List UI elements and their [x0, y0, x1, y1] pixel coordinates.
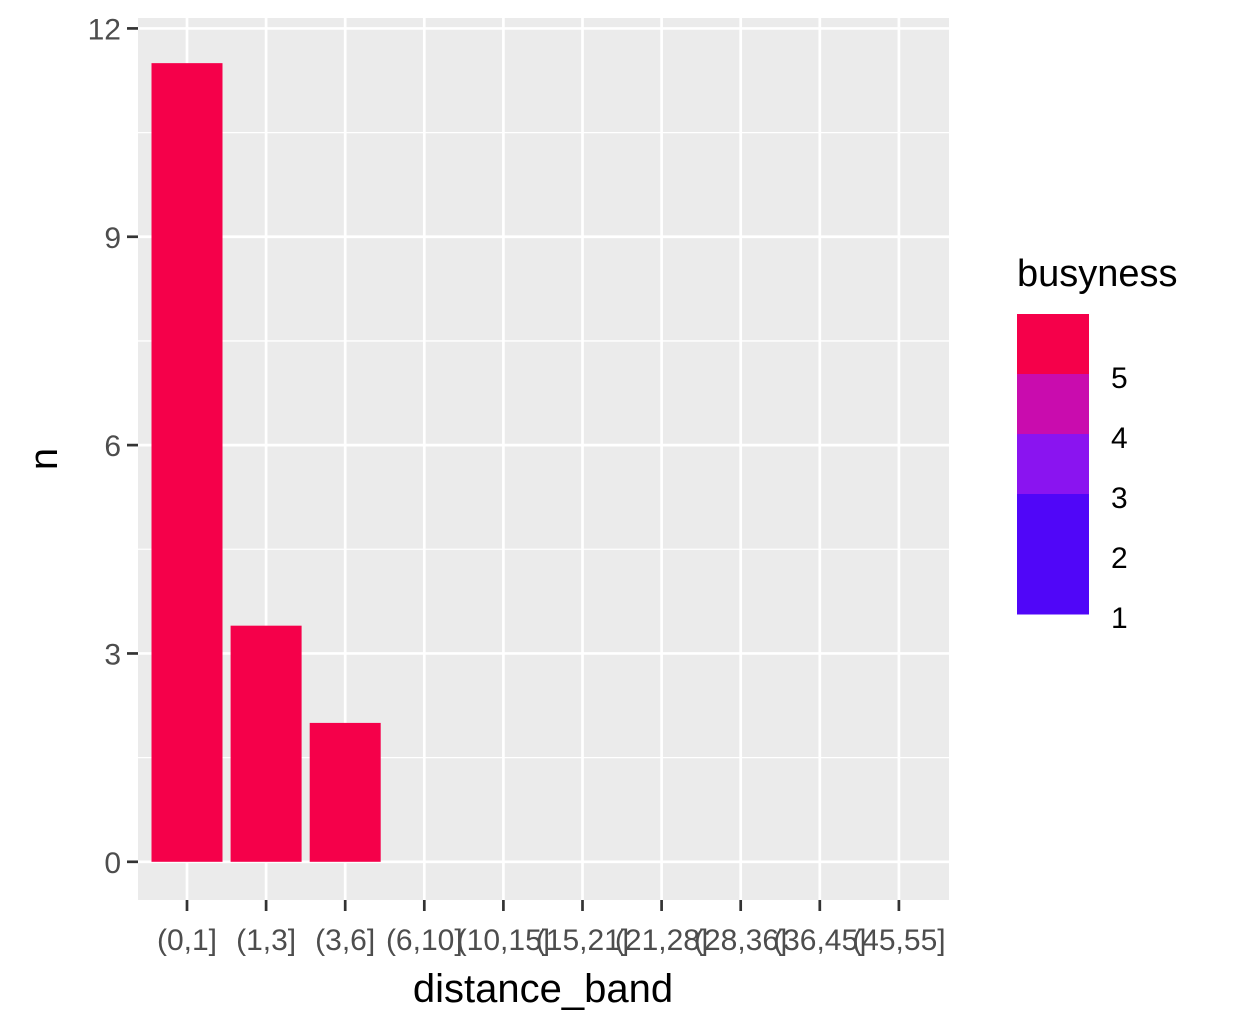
- x-tick-label: (21,28]: [615, 924, 708, 957]
- legend-label: 3: [1111, 482, 1128, 515]
- legend-label: 1: [1111, 602, 1128, 635]
- x-tick-label: (6,10]: [386, 924, 463, 957]
- legend-title: busyness: [1017, 253, 1178, 295]
- legend-labels: 5 4 3 2 1: [1111, 362, 1128, 635]
- y-tick-label: 6: [104, 430, 121, 463]
- x-tick-label: (45,55]: [852, 924, 945, 957]
- legend-color-segment: [1017, 554, 1089, 615]
- legend: busyness 5 4 3 2 1: [1017, 253, 1178, 635]
- legend-colorbar: [1017, 314, 1089, 615]
- y-tick-label: 12: [88, 13, 121, 46]
- bar: [151, 63, 223, 862]
- y-axis-title: n: [22, 448, 66, 470]
- x-tick-label: (10,15]: [457, 924, 550, 957]
- legend-color-segment: [1017, 434, 1089, 495]
- y-axis: 0 3 6 9 12: [88, 13, 138, 880]
- legend-label: 4: [1111, 422, 1128, 455]
- bar: [309, 722, 381, 862]
- y-tick-label: 3: [104, 638, 121, 671]
- legend-color-segment: [1017, 314, 1089, 375]
- x-tick-label: (0,1]: [157, 924, 217, 957]
- x-tick-label: (15,21]: [536, 924, 629, 957]
- y-tick-label: 9: [104, 222, 121, 255]
- legend-color-segment: [1017, 494, 1089, 555]
- x-tick-label: (36,45]: [773, 924, 866, 957]
- x-axis-title: distance_band: [413, 967, 673, 1011]
- bar: [230, 625, 302, 862]
- legend-label: 2: [1111, 542, 1128, 575]
- legend-label: 5: [1111, 362, 1128, 395]
- legend-color-segment: [1017, 374, 1089, 435]
- x-tick-label: (1,3]: [236, 924, 296, 957]
- x-axis: (0,1] (1,3] (3,6] (6,10](10,15](15,21](21,2…: [157, 900, 946, 957]
- x-tick-label: (28,36]: [694, 924, 787, 957]
- y-tick-label: 0: [104, 847, 121, 880]
- x-tick-label: (3,6]: [315, 924, 375, 957]
- bars: [151, 63, 381, 862]
